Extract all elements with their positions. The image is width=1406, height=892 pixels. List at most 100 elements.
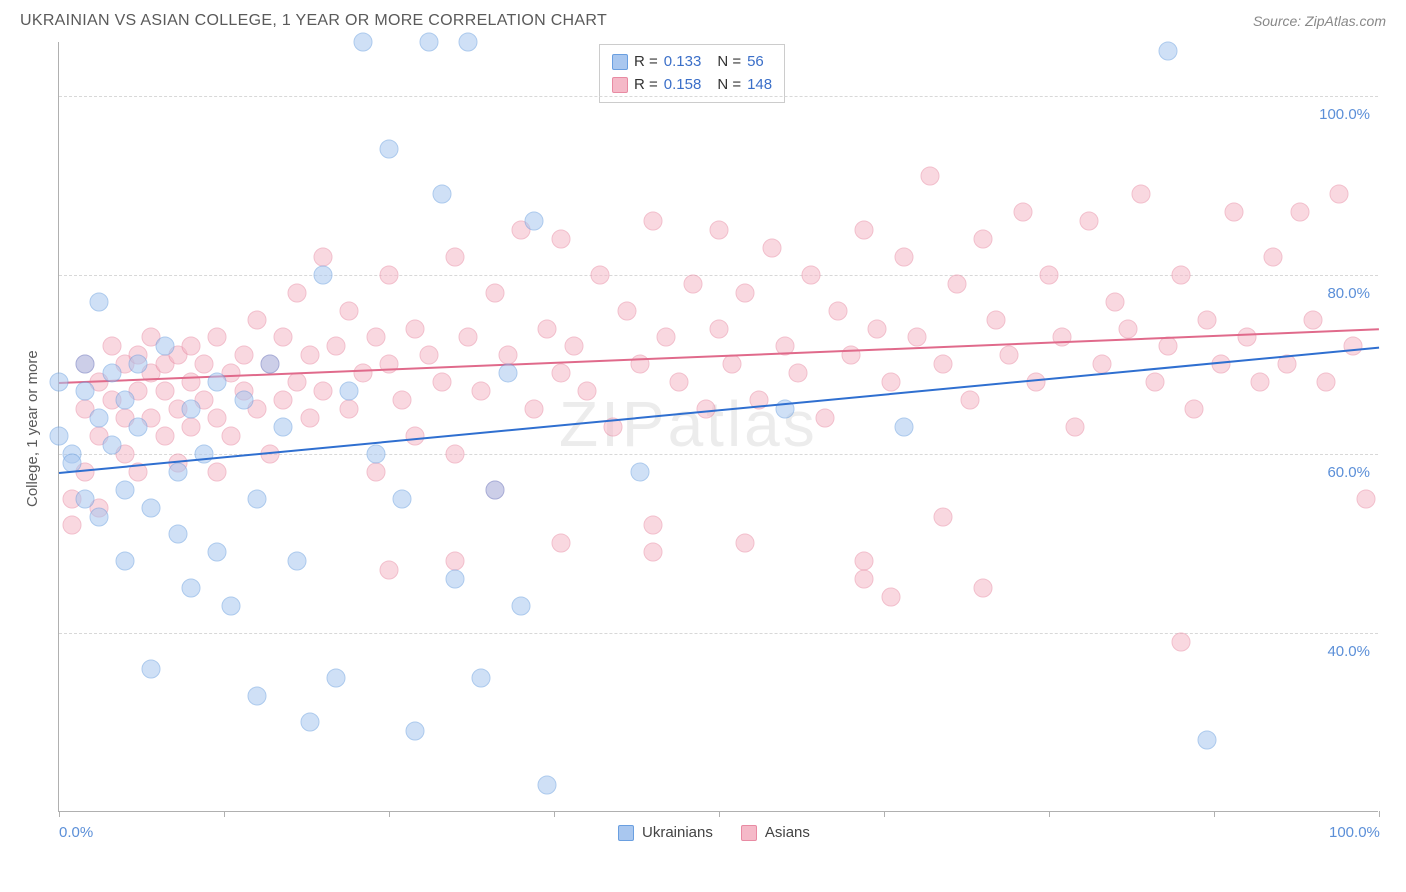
scatter-plot: ZIPatlas R =0.133N =56R =0.158N =148 40.… <box>58 42 1378 812</box>
data-point <box>538 319 557 338</box>
data-point <box>644 212 663 231</box>
data-point <box>380 140 399 159</box>
data-point <box>960 391 979 410</box>
data-point <box>76 355 95 374</box>
data-point <box>736 534 755 553</box>
data-point <box>208 409 227 428</box>
data-point <box>1172 632 1191 651</box>
data-point <box>1119 319 1138 338</box>
data-point <box>1066 418 1085 437</box>
data-point <box>182 579 201 598</box>
data-point <box>736 283 755 302</box>
legend-item: Asians <box>741 824 810 841</box>
data-point <box>446 570 465 589</box>
data-point <box>1158 337 1177 356</box>
x-tick <box>224 811 225 817</box>
data-point <box>366 462 385 481</box>
x-tick <box>884 811 885 817</box>
data-point <box>221 426 240 445</box>
data-point <box>261 355 280 374</box>
data-point <box>498 364 517 383</box>
data-point <box>89 292 108 311</box>
data-point <box>419 33 438 52</box>
legend-row: R =0.133N =56 <box>612 51 772 74</box>
watermark-text: ZIPatlas <box>559 387 818 461</box>
data-point <box>1079 212 1098 231</box>
data-point <box>287 373 306 392</box>
data-point <box>327 337 346 356</box>
data-point <box>1304 310 1323 329</box>
data-point <box>815 409 834 428</box>
data-point <box>683 274 702 293</box>
data-point <box>248 489 267 508</box>
data-point <box>1356 489 1375 508</box>
legend-n-label: N = <box>717 51 741 74</box>
data-point <box>380 561 399 580</box>
data-point <box>564 337 583 356</box>
data-point <box>551 534 570 553</box>
data-point <box>248 686 267 705</box>
data-point <box>644 516 663 535</box>
legend-correlation: R =0.133N =56R =0.158N =148 <box>599 44 785 103</box>
data-point <box>498 346 517 365</box>
data-point <box>327 668 346 687</box>
data-point <box>248 310 267 329</box>
data-point <box>102 435 121 454</box>
data-point <box>472 382 491 401</box>
data-point <box>1343 337 1362 356</box>
data-point <box>393 391 412 410</box>
data-point <box>182 337 201 356</box>
x-tick-label: 0.0% <box>59 824 93 841</box>
x-tick <box>554 811 555 817</box>
data-point <box>1053 328 1072 347</box>
data-point <box>406 722 425 741</box>
data-point <box>406 319 425 338</box>
data-point <box>617 301 636 320</box>
legend-n-value: 56 <box>747 51 764 74</box>
data-point <box>1000 346 1019 365</box>
data-point <box>630 462 649 481</box>
legend-r-label: R = <box>634 51 658 74</box>
data-point <box>1290 203 1309 222</box>
data-point <box>102 364 121 383</box>
data-point <box>208 462 227 481</box>
data-point <box>208 328 227 347</box>
data-point <box>551 229 570 248</box>
data-point <box>855 552 874 571</box>
data-point <box>116 480 135 499</box>
data-point <box>485 283 504 302</box>
data-point <box>142 659 161 678</box>
data-point <box>300 346 319 365</box>
data-point <box>353 33 372 52</box>
data-point <box>393 489 412 508</box>
legend-n-value: 148 <box>747 74 772 97</box>
data-point <box>89 409 108 428</box>
data-point <box>182 400 201 419</box>
data-point <box>353 364 372 383</box>
data-point <box>670 373 689 392</box>
x-tick <box>59 811 60 817</box>
data-point <box>116 552 135 571</box>
data-point <box>116 391 135 410</box>
data-point <box>446 444 465 463</box>
y-tick-label: 100.0% <box>1300 106 1370 123</box>
data-point <box>1092 355 1111 374</box>
data-point <box>50 373 69 392</box>
data-point <box>921 167 940 186</box>
legend-item: Ukrainians <box>618 824 713 841</box>
data-point <box>168 525 187 544</box>
data-point <box>459 33 478 52</box>
legend-swatch <box>612 77 628 93</box>
data-point <box>855 221 874 240</box>
data-point <box>657 328 676 347</box>
data-point <box>50 426 69 445</box>
data-point <box>182 418 201 437</box>
data-point <box>155 337 174 356</box>
data-point <box>1185 400 1204 419</box>
data-point <box>987 310 1006 329</box>
data-point <box>63 516 82 535</box>
data-point <box>1251 373 1270 392</box>
data-point <box>1172 265 1191 284</box>
legend-label: Ukrainians <box>642 824 713 841</box>
legend-label: Asians <box>765 824 810 841</box>
